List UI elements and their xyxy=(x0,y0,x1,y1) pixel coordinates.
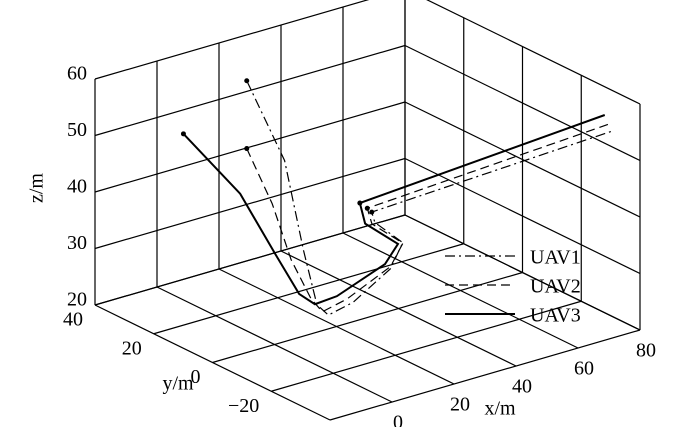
trajectory xyxy=(182,114,606,306)
grid-line xyxy=(94,157,406,250)
y-tick-label: 20 xyxy=(122,337,142,359)
y-tick-label: −20 xyxy=(228,395,259,417)
grid-line xyxy=(329,329,641,421)
y-axis-label: y/m xyxy=(162,373,194,395)
waypoint xyxy=(369,209,375,215)
z-tick-label: 60 xyxy=(67,63,87,85)
grid-line xyxy=(426,0,641,105)
x-tick-label: 0 xyxy=(393,412,403,427)
grid-line xyxy=(271,300,582,392)
trajectory xyxy=(246,80,614,316)
y-tick-label: 0 xyxy=(191,366,201,388)
legend-label: UAV2 xyxy=(530,276,581,298)
z-axis-label: z/m xyxy=(26,173,48,203)
z-tick-label: 20 xyxy=(67,289,87,311)
x-tick-label: 40 xyxy=(512,376,532,398)
y-tick-label: −40 xyxy=(287,424,318,427)
legend-label: UAV3 xyxy=(530,305,581,327)
waypoint xyxy=(244,78,250,84)
x-axis-label: x/m xyxy=(484,398,516,420)
grid-line xyxy=(94,44,406,137)
grid-line xyxy=(404,214,641,331)
x-tick-label: 80 xyxy=(636,340,656,362)
z-tick-label: 50 xyxy=(67,119,87,141)
grid-line xyxy=(212,271,523,364)
grid-line xyxy=(153,243,464,335)
y-tick-label: 40 xyxy=(63,309,83,331)
z-tick-label: 40 xyxy=(67,176,87,198)
grid-line xyxy=(94,0,370,80)
grid-line xyxy=(94,214,406,306)
grid-line xyxy=(404,157,641,275)
waypoint xyxy=(364,205,370,211)
trajectory xyxy=(246,122,611,313)
grid-line xyxy=(94,101,406,193)
grid-line xyxy=(404,101,641,218)
x-tick-label: 60 xyxy=(574,358,594,380)
x-tick-label: 20 xyxy=(450,394,470,416)
waypoint xyxy=(357,200,363,206)
legend-label: UAV1 xyxy=(530,247,581,269)
z-tick-label: 30 xyxy=(67,232,87,254)
grid-line xyxy=(404,44,641,162)
waypoint xyxy=(244,146,250,152)
waypoint xyxy=(180,131,186,137)
